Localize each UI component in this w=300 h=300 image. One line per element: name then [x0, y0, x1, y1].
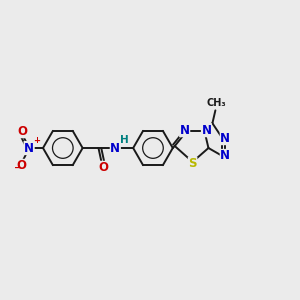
Text: N: N	[220, 132, 230, 145]
Text: N: N	[110, 142, 120, 154]
Text: +: +	[34, 136, 40, 145]
Text: N: N	[220, 149, 230, 162]
Text: CH₃: CH₃	[207, 98, 226, 108]
Text: N: N	[24, 142, 34, 154]
Text: H: H	[120, 135, 128, 145]
Text: O: O	[16, 159, 26, 172]
Text: −: −	[14, 163, 22, 173]
Text: S: S	[188, 158, 197, 170]
Text: O: O	[98, 161, 108, 174]
Text: N: N	[180, 124, 190, 137]
Text: N: N	[202, 124, 212, 137]
Text: O: O	[17, 125, 27, 138]
